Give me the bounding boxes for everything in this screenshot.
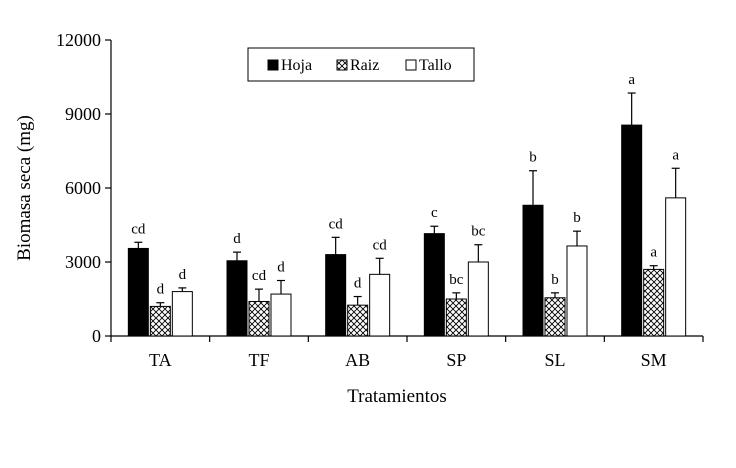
bar-raiz-sl bbox=[544, 297, 566, 337]
sig-label-tallo-tf: d bbox=[277, 260, 285, 276]
bar-hoja-sm bbox=[621, 124, 643, 337]
sig-label-raiz-sp: bc bbox=[449, 272, 464, 288]
sig-label-hoja-sl: b bbox=[529, 150, 537, 166]
y-tick-label: 0 bbox=[92, 326, 101, 346]
sig-label-hoja-sm: a bbox=[628, 72, 635, 88]
bar-hoja-sp bbox=[423, 233, 445, 337]
sig-label-tallo-ta: d bbox=[179, 267, 187, 283]
sig-label-hoja-ab: cd bbox=[329, 216, 344, 232]
sig-label-tallo-sl: b bbox=[573, 210, 581, 226]
sig-label-hoja-tf: d bbox=[233, 231, 241, 247]
legend-box bbox=[247, 47, 475, 82]
sig-label-raiz-sl: b bbox=[551, 272, 559, 288]
bar-tallo-ta bbox=[171, 291, 193, 337]
x-tick-label-sl: SL bbox=[544, 350, 565, 370]
bar-tallo-ab bbox=[369, 273, 391, 337]
sig-label-tallo-sp: bc bbox=[471, 224, 486, 240]
y-tick-label: 6000 bbox=[65, 178, 101, 198]
y-tick-label: 3000 bbox=[65, 252, 101, 272]
x-tick-label-ab: AB bbox=[345, 350, 370, 370]
legend-swatch-raiz bbox=[336, 59, 348, 71]
y-axis-title: Biomasa seca (mg) bbox=[14, 115, 35, 261]
sig-label-raiz-ta: d bbox=[157, 282, 165, 298]
bars bbox=[127, 92, 687, 337]
x-tick-label-sp: SP bbox=[446, 350, 466, 370]
bar-raiz-ta bbox=[149, 305, 171, 337]
sig-label-raiz-tf: cd bbox=[252, 268, 267, 284]
y-tick-label: 12000 bbox=[56, 30, 101, 50]
bar-tallo-tf bbox=[270, 293, 292, 337]
bar-tallo-sl bbox=[566, 245, 588, 337]
x-tick-label-sm: SM bbox=[641, 350, 667, 370]
bar-tallo-sp bbox=[467, 261, 489, 337]
legend-swatch-tallo bbox=[405, 59, 417, 71]
bar-tallo-sm bbox=[665, 197, 687, 337]
x-tick-label-ta: TA bbox=[149, 350, 172, 370]
legend-label-raiz: Raiz bbox=[350, 57, 379, 74]
sig-label-hoja-sp: c bbox=[431, 205, 438, 221]
legend-swatch-hoja bbox=[267, 59, 279, 71]
bar-raiz-sm bbox=[643, 268, 665, 337]
legend-label-hoja: Hoja bbox=[281, 57, 312, 74]
bar-raiz-ab bbox=[347, 304, 369, 337]
bar-hoja-sl bbox=[522, 204, 544, 337]
y-ticks: 0 3000 6000 9000 12000 bbox=[56, 30, 111, 346]
x-axis-title: Tratamientos bbox=[347, 386, 447, 407]
sig-label-tallo-ab: cd bbox=[373, 237, 388, 253]
bar-hoja-ta bbox=[127, 247, 149, 337]
sig-label-tallo-sm: a bbox=[672, 147, 679, 163]
sig-label-raiz-sm: a bbox=[650, 245, 657, 261]
bar-hoja-ab bbox=[325, 254, 347, 337]
sig-label-hoja-ta: cd bbox=[131, 221, 146, 237]
sig-label-raiz-ab: d bbox=[354, 276, 362, 292]
bar-hoja-tf bbox=[226, 260, 248, 337]
legend-label-tallo: Tallo bbox=[419, 57, 452, 74]
bar-raiz-tf bbox=[248, 300, 270, 337]
bar-raiz-sp bbox=[445, 298, 467, 337]
x-tick-label-tf: TF bbox=[248, 350, 269, 370]
x-ticks: TA TF AB SP SL SM bbox=[110, 336, 704, 370]
y-tick-label: 9000 bbox=[65, 104, 101, 124]
legend: Hoja Raiz Tallo bbox=[247, 47, 475, 82]
